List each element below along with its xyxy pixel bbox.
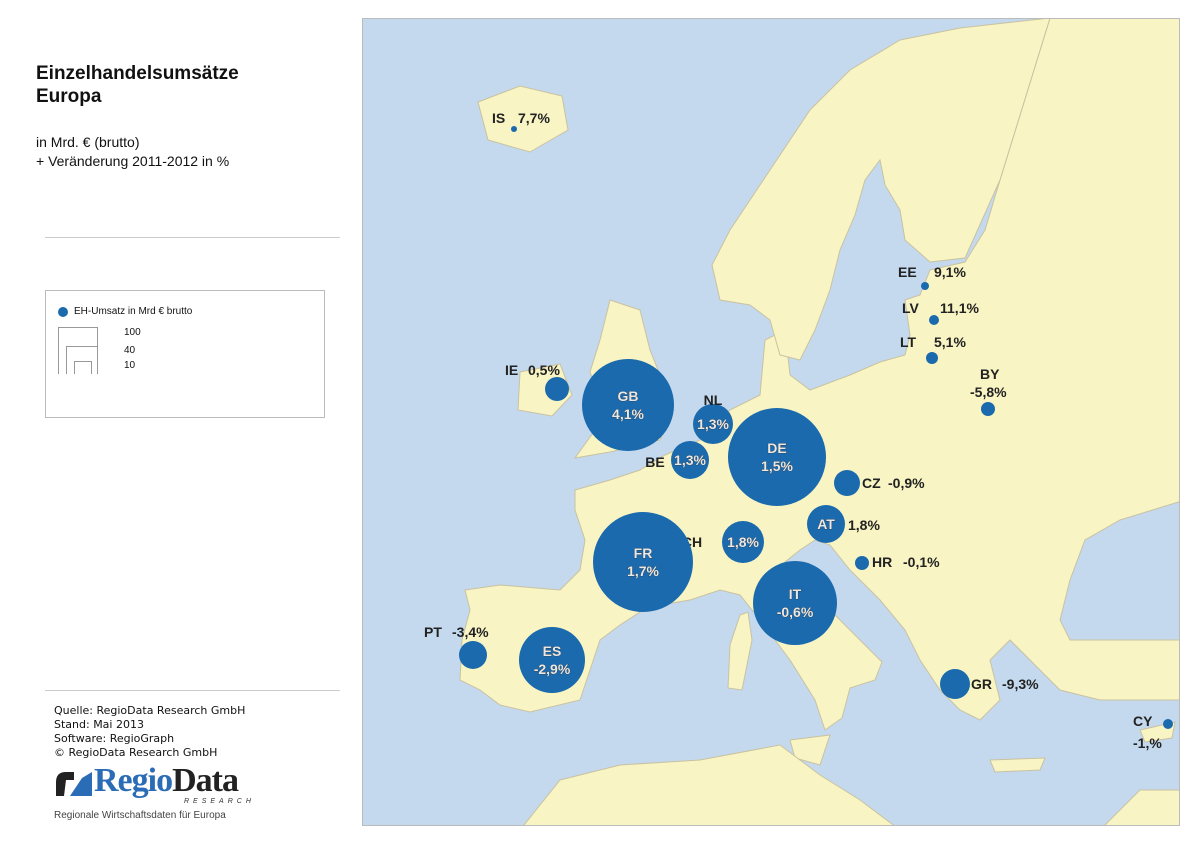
logo-subtext: RESEARCH — [184, 798, 255, 805]
bubble-ie — [545, 377, 569, 401]
divider — [45, 237, 340, 238]
legend-value-40: 40 — [124, 345, 136, 356]
logo-text-b: Data — [172, 762, 239, 799]
bubble-lv — [929, 315, 939, 325]
legend-title: EH-Umsatz in Mrd € brutto — [74, 306, 193, 317]
bubble-fr — [593, 512, 693, 612]
label-code-ie: IE — [505, 362, 518, 378]
logo-text-a: Regio — [94, 762, 173, 799]
regiodata-logo: RegioData RESEARCH — [54, 762, 251, 808]
label-code-it: IT — [789, 586, 802, 602]
divider — [45, 690, 340, 691]
bubble-gr — [940, 669, 970, 699]
land-iceland — [477, 85, 569, 153]
bubble-cz — [834, 470, 860, 496]
bubble-legend-icon — [58, 307, 68, 317]
label-change-is: 7,7% — [518, 110, 550, 126]
label-change-be: 1,3% — [674, 452, 706, 468]
label-code-cy: CY — [1133, 713, 1153, 729]
label-change-it: -0,6% — [777, 604, 814, 620]
bubble-es — [519, 627, 585, 693]
label-code-ee: EE — [898, 264, 917, 280]
size-symbol-10 — [74, 361, 92, 374]
label-change-cy: -1,% — [1133, 735, 1162, 751]
map-title: Einzelhandelsumsätze Europa — [36, 62, 239, 108]
land-sicily — [789, 734, 831, 766]
label-code-pt: PT — [424, 624, 442, 640]
label-change-de: 1,5% — [761, 458, 793, 474]
label-change-at: 1,8% — [848, 517, 880, 533]
bubble-cy — [1163, 719, 1173, 729]
bubble-be — [671, 441, 709, 479]
label-code-be: BE — [645, 454, 664, 470]
label-code-fr: FR — [634, 545, 653, 561]
label-change-ie: 0,5% — [528, 362, 560, 378]
label-change-es: -2,9% — [534, 661, 571, 677]
label-code-de: DE — [767, 440, 786, 456]
label-code-is: IS — [492, 110, 505, 126]
label-change-lv: 11,1% — [940, 300, 979, 316]
bubble-it — [753, 561, 837, 645]
label-change-pt: -3,4% — [452, 624, 489, 640]
label-change-gb: 4,1% — [612, 406, 644, 422]
source-line: Quelle: RegioData Research GmbH — [54, 704, 246, 717]
label-code-nl: NL — [704, 392, 723, 408]
date-line: Stand: Mai 2013 — [54, 718, 144, 731]
title-line-2: Europa — [36, 86, 102, 107]
land-corsica-sardinia — [727, 611, 753, 691]
label-code-lv: LV — [902, 300, 920, 316]
bubble-at — [807, 505, 845, 543]
label-change-ch: 1,8% — [727, 534, 759, 550]
label-change-nl: 1,3% — [697, 416, 729, 432]
label-change-ee: 9,1% — [934, 264, 966, 280]
bubble-nl — [693, 404, 733, 444]
label-change-gr: -9,3% — [1002, 676, 1039, 692]
label-code-gb: GB — [618, 388, 639, 404]
label-change-lt: 5,1% — [934, 334, 966, 350]
bubble-lt — [926, 352, 938, 364]
bubble-is — [511, 126, 517, 132]
bubble-hr — [855, 556, 869, 570]
label-code-lt: LT — [900, 334, 917, 350]
info-panel — [18, 18, 363, 826]
bubble-gb — [582, 359, 674, 451]
land-africa-east — [1103, 789, 1180, 826]
land-africa — [522, 744, 896, 826]
label-code-hr: HR — [872, 554, 892, 570]
label-change-hr: -0,1% — [903, 554, 940, 570]
label-code-by: BY — [980, 366, 1000, 382]
logo-mark-icon — [56, 772, 92, 796]
legend-value-10: 10 — [124, 360, 136, 371]
size-symbol-40 — [66, 346, 98, 374]
label-code-at: AT — [817, 516, 835, 532]
title-line-1: Einzelhandelsumsätze — [36, 63, 239, 84]
bubble-ee — [921, 282, 929, 290]
label-change-by: -5,8% — [970, 384, 1007, 400]
label-change-cz: -0,9% — [888, 475, 925, 491]
bubble-by — [981, 402, 995, 416]
bubble-de — [728, 408, 826, 506]
label-change-fr: 1,7% — [627, 563, 659, 579]
legend-value-100: 100 — [124, 327, 141, 338]
map-subtitle: in Mrd. € (brutto) + Veränderung 2011-20… — [36, 133, 229, 171]
tagline: Regionale Wirtschaftsdaten für Europa — [54, 810, 226, 821]
land-scandinavia — [711, 18, 1051, 361]
legend: EH-Umsatz in Mrd € brutto 100 40 10 — [45, 290, 325, 418]
label-code-cz: CZ — [862, 475, 881, 491]
land-crete — [989, 757, 1046, 773]
subtitle-line-2: + Veränderung 2011-2012 in % — [36, 153, 230, 169]
label-code-gr: GR — [971, 676, 992, 692]
bubble-ch — [722, 521, 764, 563]
bubble-pt — [459, 641, 487, 669]
copyright-line: © RegioData Research GmbH — [54, 746, 218, 759]
software-line: Software: RegioGraph — [54, 732, 175, 745]
subtitle-line-1: in Mrd. € (brutto) — [36, 134, 140, 150]
label-code-es: ES — [543, 643, 562, 659]
land-ireland — [517, 363, 573, 417]
source-notes: Quelle: RegioData Research GmbH Stand: M… — [54, 704, 245, 760]
